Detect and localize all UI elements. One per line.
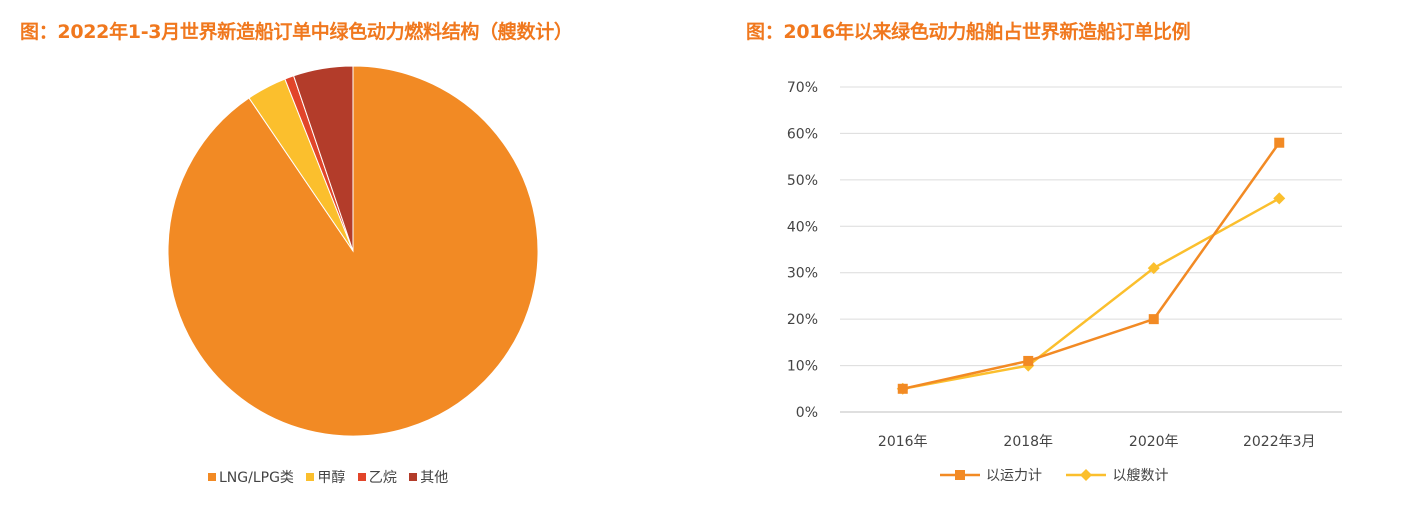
y-tick-label: 60% <box>787 126 818 142</box>
pie-legend: LNG/LPG类 甲醇 乙烷 其他 <box>208 467 456 487</box>
legend-item-methanol: 甲醇 <box>306 467 345 487</box>
data-point-2 <box>1273 192 1286 205</box>
line-chart-title: 图：2016年以来绿色动力船舶占世界新造船订单比例 <box>746 21 1191 43</box>
legend-line-key <box>940 470 980 480</box>
legend-marker <box>955 470 965 480</box>
legend-marker <box>1080 469 1093 481</box>
legend-label: 乙烷 <box>368 470 397 486</box>
legend-label: 甲醇 <box>317 470 346 486</box>
series-line-1 <box>902 141 1281 391</box>
legend-swatch <box>357 473 366 481</box>
y-tick-label: 70% <box>787 80 818 96</box>
legend-item-count: 以艘数计 <box>1066 465 1168 485</box>
y-tick-label: 50% <box>787 173 818 189</box>
y-tick-label: 20% <box>787 312 818 328</box>
data-point-1 <box>897 383 908 394</box>
y-tick-label: 40% <box>787 219 818 235</box>
data-point-1 <box>1274 137 1285 148</box>
legend-item-capacity: 以运力计 <box>940 465 1042 485</box>
data-point-1 <box>1148 314 1159 325</box>
pie-chart-title: 图：2022年1-3月世界新造船订单中绿色动力燃料结构（艘数计） <box>20 21 573 43</box>
legend-item-ethane: 乙烷 <box>357 467 397 487</box>
x-tick-label: 2016年 <box>878 434 928 450</box>
data-point-1 <box>1023 355 1034 366</box>
x-tick-label: 2018年 <box>1003 434 1053 450</box>
line-legend: 以运力计 以艘数计 <box>940 465 1188 485</box>
legend-label: 以运力计 <box>986 468 1042 484</box>
y-tick-label: 30% <box>787 266 818 282</box>
legend-swatch <box>409 473 418 481</box>
legend-swatch <box>208 473 216 481</box>
pie-slice-4 <box>292 65 354 252</box>
legend-label: LNG/LPG类 <box>219 470 294 486</box>
legend-line-key <box>1066 469 1107 481</box>
y-tick-label: 0% <box>796 405 818 421</box>
legend-item-lng-lpg: LNG/LPG类 <box>208 467 294 487</box>
legend-swatch <box>306 473 315 481</box>
y-tick-label: 10% <box>787 359 818 375</box>
x-tick-label: 2020年 <box>1129 434 1179 450</box>
data-point-2 <box>1147 262 1160 275</box>
legend-label: 以艘数计 <box>1112 468 1169 484</box>
pie-slice-1 <box>167 65 539 437</box>
legend-item-other: 其他 <box>409 467 448 487</box>
x-tick-label: 2022年3月 <box>1243 434 1316 450</box>
line-chart: 0% 10% 20% 30% 40% 50% 60% 70% 2016年 2018年 2020年 20… <box>787 80 1342 450</box>
legend-label: 其他 <box>420 470 449 486</box>
series-line-2 <box>902 197 1280 391</box>
pie-chart <box>167 65 539 437</box>
